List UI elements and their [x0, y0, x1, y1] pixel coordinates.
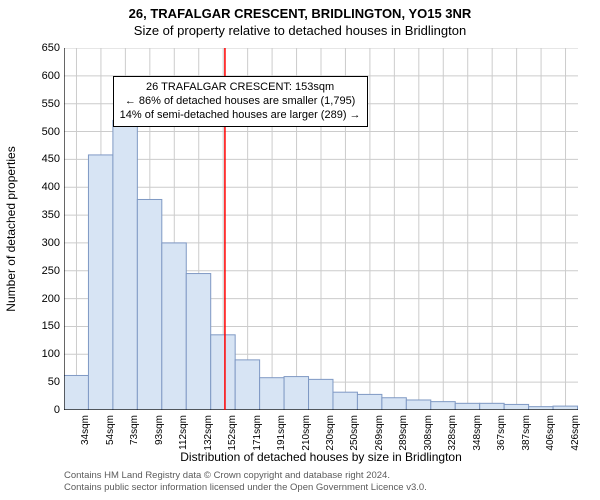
y-tick-label: 0 — [20, 404, 60, 416]
y-tick-label: 550 — [20, 98, 60, 110]
x-tick-label: 210sqm — [301, 415, 312, 451]
x-axis-label: Distribution of detached houses by size … — [64, 450, 578, 464]
x-tick-label: 328sqm — [447, 415, 458, 451]
y-tick-label: 450 — [20, 153, 60, 165]
x-tick-label: 250sqm — [349, 415, 360, 451]
x-tick-label: 34sqm — [80, 415, 91, 445]
credits-block: Contains HM Land Registry data © Crown c… — [64, 470, 584, 494]
x-tick-label: 152sqm — [227, 415, 238, 451]
annotation-line-2: 14% of semi-detached houses are larger (… — [120, 108, 361, 122]
x-tick-label: 348sqm — [472, 415, 483, 451]
x-tick-label: 73sqm — [129, 415, 140, 445]
y-tick-label: 150 — [20, 320, 60, 332]
x-tick-label: 112sqm — [178, 415, 189, 450]
x-tick-label: 230sqm — [325, 415, 336, 451]
y-tick-label: 100 — [20, 348, 60, 360]
x-tick-label: 367sqm — [496, 415, 507, 451]
y-tick-label: 250 — [20, 265, 60, 277]
x-tick-label: 387sqm — [521, 415, 532, 451]
y-axis-label: Number of detached properties — [4, 48, 20, 410]
chart-title-main: 26, TRAFALGAR CRESCENT, BRIDLINGTON, YO1… — [0, 0, 600, 21]
x-tick-label: 54sqm — [105, 415, 116, 445]
x-tick-label: 426sqm — [570, 415, 581, 451]
y-tick-label: 200 — [20, 293, 60, 305]
x-tick-label: 191sqm — [276, 415, 287, 451]
y-tick-label: 650 — [20, 42, 60, 54]
annotation-box: 26 TRAFALGAR CRESCENT: 153sqm ← 86% of d… — [113, 76, 368, 127]
x-tick-label: 289sqm — [398, 415, 409, 451]
credits-line-0: Contains HM Land Registry data © Crown c… — [64, 470, 584, 482]
y-tick-label: 500 — [20, 126, 60, 138]
x-tick-label: 132sqm — [203, 415, 214, 451]
y-tick-label: 50 — [20, 376, 60, 388]
x-tick-label: 93sqm — [154, 415, 165, 445]
chart-plot-area: 26 TRAFALGAR CRESCENT: 153sqm ← 86% of d… — [64, 48, 578, 410]
y-tick-label: 600 — [20, 70, 60, 82]
y-tick-label: 300 — [20, 237, 60, 249]
annotation-line-1: ← 86% of detached houses are smaller (1,… — [120, 94, 361, 108]
x-tick-label: 269sqm — [374, 415, 385, 451]
y-tick-label: 400 — [20, 181, 60, 193]
credits-line-1: Contains public sector information licen… — [64, 482, 584, 494]
y-tick-label: 350 — [20, 209, 60, 221]
x-tick-label: 171sqm — [252, 415, 263, 451]
x-tick-label: 406sqm — [545, 415, 556, 451]
chart-title-sub: Size of property relative to detached ho… — [0, 21, 600, 38]
annotation-line-0: 26 TRAFALGAR CRESCENT: 153sqm — [120, 80, 361, 94]
x-tick-label: 308sqm — [423, 415, 434, 451]
